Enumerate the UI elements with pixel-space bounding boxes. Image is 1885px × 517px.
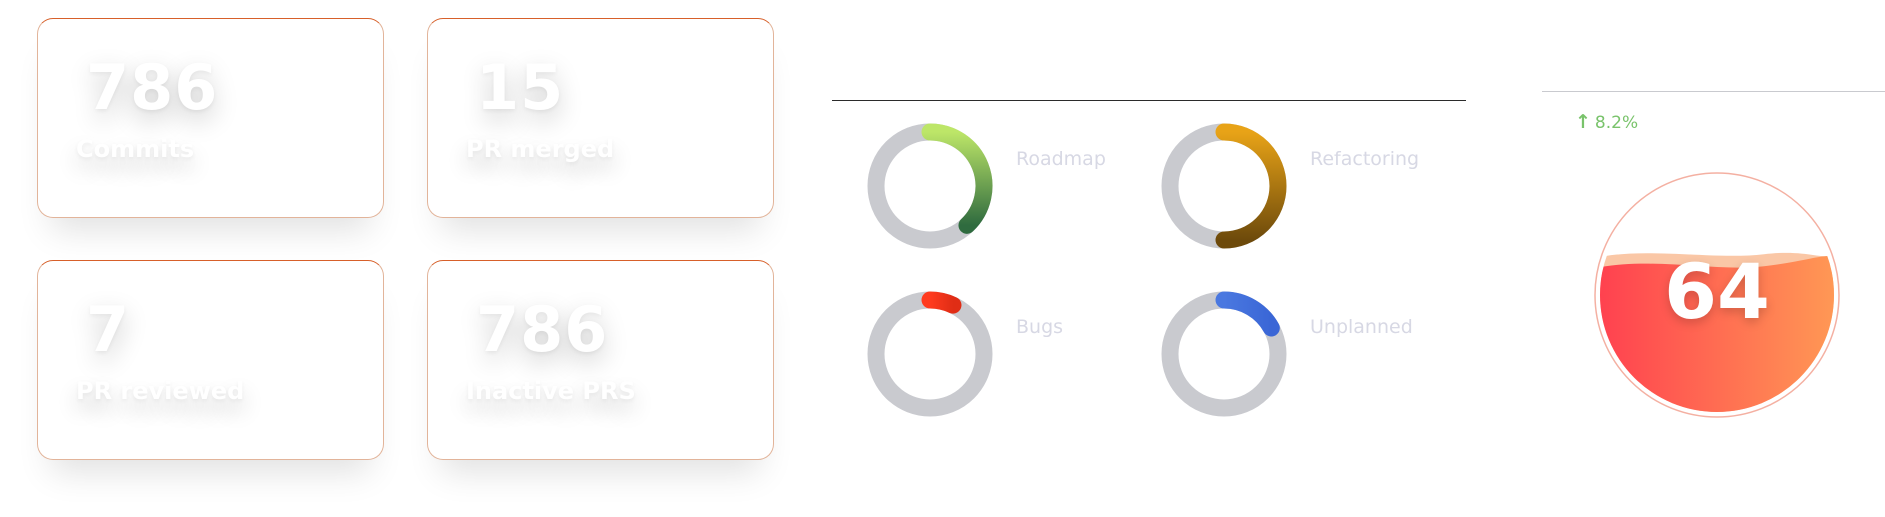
stat-value: 15 xyxy=(476,51,565,124)
category-roadmap: Roadmap xyxy=(866,122,1136,262)
donut-chart xyxy=(1161,291,1287,417)
score-gauge: 64 xyxy=(1594,172,1840,418)
donut-arc xyxy=(1215,123,1287,249)
stat-card-pr-merged: 15 PR merged xyxy=(427,18,774,218)
donut-chart xyxy=(867,123,993,249)
stat-value: 786 xyxy=(86,51,219,124)
category-unplanned: Unplanned xyxy=(1160,290,1430,430)
donut-chart xyxy=(1161,123,1287,249)
trend-indicator: ↑ 8.2% xyxy=(1575,113,1638,132)
stat-label: Commits xyxy=(76,135,195,163)
stat-card-pr-reviewed: 7 PR reviewed xyxy=(37,260,384,460)
categories-divider xyxy=(832,100,1466,101)
category-refactoring: Refactoring xyxy=(1160,122,1430,262)
category-label: Refactoring xyxy=(1310,148,1420,170)
stat-card-commits: 786 Commits xyxy=(37,18,384,218)
donut-chart xyxy=(867,291,993,417)
stat-label: PR reviewed xyxy=(76,377,245,405)
category-label: Bugs xyxy=(1016,316,1064,338)
stat-card-inactive-prs: 786 Inactive PRS xyxy=(427,260,774,460)
category-label: Unplanned xyxy=(1310,316,1413,338)
category-bugs: Bugs xyxy=(866,290,1136,430)
donut-arc xyxy=(921,123,993,234)
gauge-value: 64 xyxy=(1664,247,1770,336)
donut-arc xyxy=(1215,291,1280,337)
stat-label: Inactive PRS xyxy=(466,377,636,405)
stat-value: 7 xyxy=(86,293,131,366)
gauge-graphic xyxy=(1594,172,1840,418)
arrow-up-icon: ↑ xyxy=(1575,111,1591,133)
category-label: Roadmap xyxy=(1016,148,1106,170)
gauge-fill xyxy=(1600,256,1834,412)
donut-arc xyxy=(921,291,962,314)
donut-track xyxy=(867,291,993,417)
trend-value: 8.2% xyxy=(1594,113,1639,133)
score-divider xyxy=(1542,91,1885,92)
stat-label: PR merged xyxy=(466,135,615,163)
stat-value: 786 xyxy=(476,293,609,366)
